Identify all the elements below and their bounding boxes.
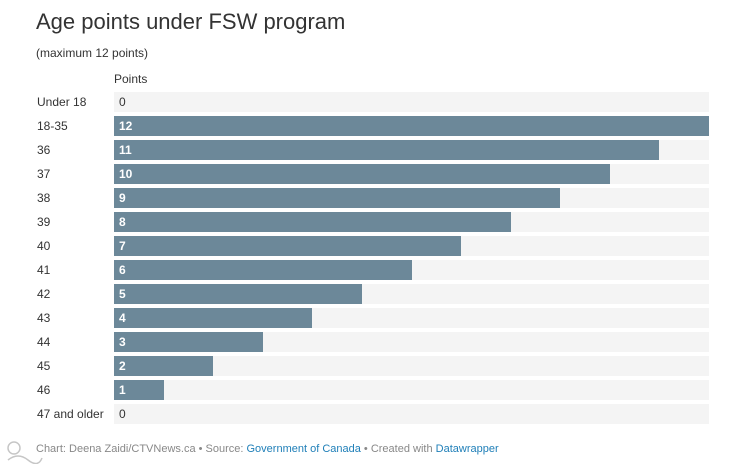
category-label: 39	[37, 215, 51, 229]
bar-track: 8	[114, 212, 709, 232]
bar-row: 45 2	[0, 356, 738, 380]
datawrapper-link[interactable]: Datawrapper	[435, 443, 499, 455]
bar	[114, 332, 263, 352]
bar-track: 0	[114, 404, 709, 424]
bar	[114, 260, 412, 280]
bar-row: 40 7	[0, 236, 738, 260]
category-label: 38	[37, 191, 51, 205]
bar-row: 39 8	[0, 212, 738, 236]
bar-value-label: 1	[119, 383, 126, 397]
category-label: 45	[37, 359, 51, 373]
bar-value-label: 6	[119, 263, 126, 277]
category-label: 46	[37, 383, 51, 397]
bar	[114, 140, 660, 160]
category-label: 36	[37, 143, 51, 157]
bar-value-label: 8	[119, 215, 126, 229]
footer-separator-source: • Source:	[195, 443, 247, 455]
category-label: 41	[37, 263, 51, 277]
category-label: 43	[37, 311, 51, 325]
bar-value-label: 0	[119, 95, 126, 109]
bar	[114, 164, 610, 184]
bar-value-label: 4	[119, 311, 126, 325]
bar	[114, 356, 214, 376]
bar-track: 10	[114, 164, 709, 184]
bar-chart-rows: Under 18 0 18-35 12 36 11 37 10 38 9 39 8 40 7 41 6 42 5 4…	[0, 92, 738, 428]
bar	[114, 116, 709, 136]
points-column-header: Points	[114, 72, 148, 86]
bar-row: 18-35 12	[0, 116, 738, 140]
chart-title: Age points under FSW program	[36, 9, 346, 34]
category-label: 42	[37, 287, 51, 301]
bar-row: 41 6	[0, 260, 738, 284]
bar-track: 6	[114, 260, 709, 280]
bar-track: 0	[114, 92, 709, 112]
category-label: 18-35	[37, 119, 68, 133]
bar-row: 46 1	[0, 380, 738, 404]
bar-row: 43 4	[0, 308, 738, 332]
bar-value-label: 3	[119, 335, 126, 349]
chart-footer: Chart: Deena Zaidi/CTVNews.ca • Source: …	[36, 443, 499, 455]
bar-row: 38 9	[0, 188, 738, 212]
bar-row: 44 3	[0, 332, 738, 356]
bar	[114, 308, 313, 328]
bar-track: 3	[114, 332, 709, 352]
bar	[114, 236, 462, 256]
bar-row: 37 10	[0, 164, 738, 188]
source-link[interactable]: Government of Canada	[246, 443, 361, 455]
bar-row: 47 and older 0	[0, 404, 738, 428]
bar-track: 4	[114, 308, 709, 328]
bar-value-label: 5	[119, 287, 126, 301]
bar-track: 7	[114, 236, 709, 256]
chart-credit: Chart: Deena Zaidi/CTVNews.ca	[36, 443, 196, 455]
bar	[114, 380, 164, 400]
category-label: 47 and older	[37, 407, 104, 421]
bar-value-label: 7	[119, 239, 126, 253]
category-label: 37	[37, 167, 51, 181]
bar-track: 1	[114, 380, 709, 400]
watermark-logo-icon	[7, 441, 43, 464]
chart-subtitle: (maximum 12 points)	[36, 46, 149, 60]
bar-track: 5	[114, 284, 709, 304]
bar	[114, 212, 511, 232]
footer-separator-created: • Created with	[360, 443, 436, 455]
bar-value-label: 12	[119, 119, 133, 133]
bar	[114, 284, 362, 304]
bar-track: 11	[114, 140, 709, 160]
category-label: 44	[37, 335, 51, 349]
bar-row: Under 18 0	[0, 92, 738, 116]
bar-track: 12	[114, 116, 709, 136]
bar-value-label: 10	[119, 167, 133, 181]
bar-track: 2	[114, 356, 709, 376]
bar-value-label: 11	[119, 143, 132, 157]
bar-track: 9	[114, 188, 709, 208]
bar-row: 36 11	[0, 140, 738, 164]
bar-value-label: 2	[119, 359, 126, 373]
category-label: Under 18	[37, 95, 87, 109]
bar-value-label: 9	[119, 191, 126, 205]
bar-value-label: 0	[119, 407, 126, 421]
bar	[114, 188, 561, 208]
category-label: 40	[37, 239, 51, 253]
bar-row: 42 5	[0, 284, 738, 308]
